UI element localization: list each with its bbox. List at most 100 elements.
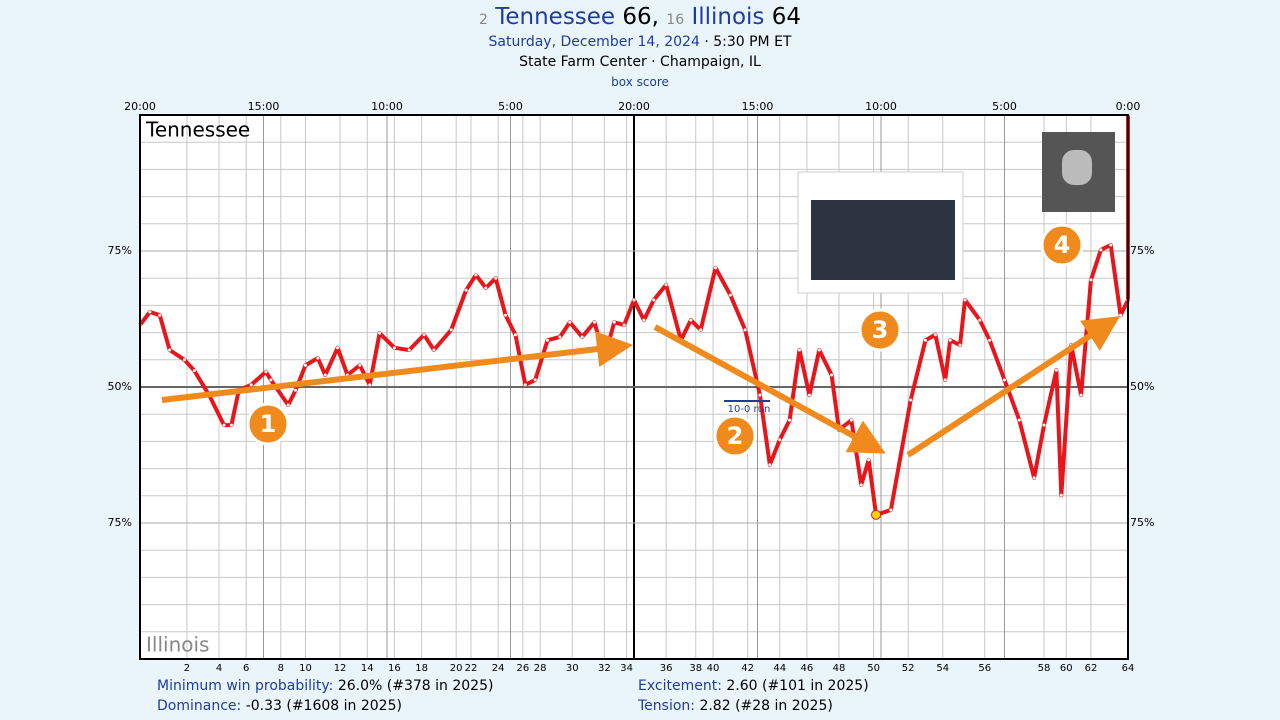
y-tick-label: 50% — [108, 380, 132, 393]
x-tick-label: 58 — [1038, 663, 1051, 674]
point — [422, 333, 426, 337]
point — [294, 388, 298, 392]
stat-value: 2.82 (#28 in 2025) — [699, 698, 833, 714]
title: 2 Tennessee 66, 16 Illinois 64 — [0, 4, 1280, 30]
stat-label: Minimum win probability: — [157, 678, 334, 694]
x-tick-label: 4 — [216, 663, 222, 674]
arrows — [161, 316, 1121, 458]
point — [642, 318, 646, 322]
point — [558, 335, 562, 339]
run-label: 10-0 run — [728, 404, 771, 415]
point — [592, 320, 596, 324]
x-tick-label: 14 — [361, 663, 374, 674]
point — [612, 320, 616, 324]
x-tick-label: 28 — [534, 663, 547, 674]
point — [264, 370, 268, 374]
point — [168, 348, 172, 352]
annotation-badge — [713, 414, 757, 458]
x-tick-label: 16 — [388, 663, 401, 674]
score: 64 — [771, 4, 802, 30]
stat-label: Dominance: — [157, 698, 242, 714]
point — [222, 423, 226, 427]
x-tick-label: 5:00 — [498, 100, 523, 113]
annotation-label: 4 — [1054, 231, 1071, 259]
point — [743, 328, 747, 332]
point — [249, 383, 253, 387]
x-tick-label: 48 — [833, 663, 846, 674]
stat-value: 2.60 (#101 in 2025) — [726, 678, 869, 694]
point — [192, 369, 196, 373]
point — [1099, 248, 1103, 252]
y-tick-label: 75% — [108, 244, 132, 257]
annotation-label: 1 — [260, 410, 277, 438]
point — [699, 328, 703, 332]
point — [378, 331, 382, 335]
x-tick-label: 10:00 — [865, 100, 897, 113]
point — [336, 346, 340, 350]
point — [830, 373, 834, 377]
point — [909, 398, 913, 402]
point — [778, 438, 782, 442]
stat-label: Excitement: — [638, 678, 722, 694]
point — [316, 356, 320, 360]
point — [849, 418, 853, 422]
point — [504, 313, 508, 317]
point — [1054, 368, 1058, 372]
point — [728, 293, 732, 297]
x-tick-label: 42 — [741, 663, 754, 674]
point — [689, 318, 693, 322]
score: 66, — [622, 4, 659, 30]
x-tick-label: 56 — [978, 663, 991, 674]
x-tick-label: 18 — [415, 663, 428, 674]
x-tick-label: 2 — [184, 663, 190, 674]
annotation-label: 3 — [872, 316, 889, 344]
x-tick-label: 0:00 — [1116, 100, 1141, 113]
point — [988, 338, 992, 342]
point — [664, 283, 668, 287]
x-tick-label: 10:00 — [371, 100, 403, 113]
point — [368, 383, 372, 387]
x-tick-label: 54 — [936, 663, 949, 674]
tweet-video — [811, 200, 955, 280]
date: Saturday, December 14, 2024 — [488, 34, 700, 50]
box-score-link[interactable]: box score — [611, 75, 669, 89]
point — [546, 338, 550, 342]
point — [432, 348, 436, 352]
point — [1079, 393, 1083, 397]
x-tick-label: 20:00 — [618, 100, 650, 113]
point — [513, 333, 517, 337]
point — [788, 418, 792, 422]
point — [303, 363, 307, 367]
x-tick-label: 36 — [660, 663, 673, 674]
point — [632, 298, 636, 302]
x-tick-label: 30 — [566, 663, 579, 674]
x-tick-label: 60 — [1060, 663, 1073, 674]
point — [622, 323, 626, 327]
stat-label: Tension: — [638, 698, 695, 714]
stat: Excitement: 2.60 (#101 in 2025) — [638, 678, 869, 694]
x-tick-label: 22 — [465, 663, 478, 674]
annotation-label: 2 — [727, 422, 744, 450]
point — [943, 378, 947, 382]
x-tick-label: 20:00 — [124, 100, 156, 113]
point — [807, 393, 811, 397]
stat-value: 26.0% (#378 in 2025) — [337, 678, 494, 694]
x-tick-label: 15:00 — [742, 100, 774, 113]
date-line: Saturday, December 14, 2024 · 5:30 PM ET — [0, 34, 1280, 50]
team: Tennessee — [495, 4, 616, 30]
point — [392, 346, 396, 350]
point — [464, 288, 468, 292]
point — [933, 333, 937, 337]
point — [407, 348, 411, 352]
x-tick-label: 32 — [598, 663, 611, 674]
stat-value: -0.33 (#1608 in 2025) — [245, 698, 402, 714]
point — [889, 508, 893, 512]
time: · 5:30 PM ET — [704, 34, 792, 50]
point — [1017, 418, 1021, 422]
annotation-badge — [1040, 223, 1084, 267]
annotation-badge — [246, 402, 290, 446]
stat: Dominance: -0.33 (#1608 in 2025) — [157, 698, 402, 714]
point — [797, 348, 801, 352]
